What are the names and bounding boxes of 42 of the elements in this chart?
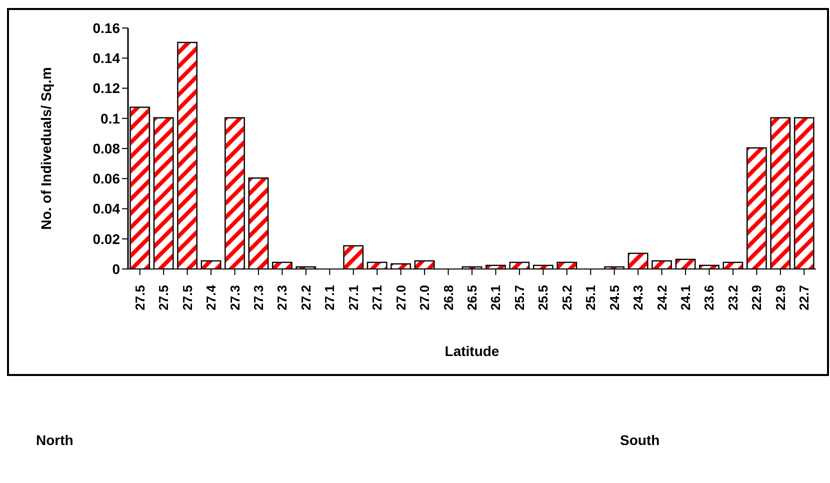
x-tick-label: 25.1 bbox=[583, 285, 598, 310]
x-tick-label: 24.2 bbox=[654, 285, 670, 310]
x-tick-label: 25.5 bbox=[536, 285, 551, 310]
y-tick-label: 0.14 bbox=[92, 50, 120, 66]
y-tick-label: 0.1 bbox=[100, 110, 120, 126]
x-tick-label: 27.3 bbox=[274, 285, 290, 310]
x-tick-label: 23.2 bbox=[725, 285, 740, 310]
y-tick-label: 0.06 bbox=[92, 170, 120, 187]
x-tick-label: 27.3 bbox=[250, 285, 266, 310]
x-tick-label: 25.7 bbox=[512, 285, 527, 310]
text: South bbox=[620, 432, 660, 448]
x-tick-label: 27.2 bbox=[298, 285, 314, 310]
x-tick-label: 22.9 bbox=[772, 285, 788, 310]
x-tick-label: 22.9 bbox=[749, 285, 764, 310]
x-tick-label: 27.4 bbox=[204, 284, 219, 310]
x-tick-label: 27.5 bbox=[180, 285, 195, 310]
x-tick-label: 27.3 bbox=[227, 285, 242, 310]
x-tick-label: 24.5 bbox=[606, 285, 622, 310]
y-tick-label: 0 bbox=[112, 260, 120, 277]
x-tick-label: 24.1 bbox=[678, 285, 694, 310]
x-tick-label: 26.5 bbox=[464, 285, 480, 310]
text: North bbox=[36, 432, 74, 448]
x-tick-label: 27.1 bbox=[322, 285, 338, 310]
x-tick-label: 27.5 bbox=[132, 285, 148, 310]
x-tick-label: 27.0 bbox=[417, 285, 432, 310]
x-tick-label: 26.8 bbox=[440, 285, 456, 310]
y-tick-label: 0.04 bbox=[92, 200, 120, 217]
y-axis-title: No. of Indiveduals/ Sq.m bbox=[38, 67, 54, 230]
x-tick-label: 27.0 bbox=[393, 285, 408, 310]
x-tick-label: 24.3 bbox=[630, 285, 646, 310]
x-tick-label: 27.5 bbox=[156, 285, 172, 310]
x-tick-label: 26.1 bbox=[488, 285, 504, 310]
x-axis-title: Latitude bbox=[444, 343, 500, 359]
x-tick-label: 27.1 bbox=[346, 285, 361, 310]
x-tick-label: 27.1 bbox=[370, 285, 385, 310]
y-tick-label: 0.08 bbox=[92, 140, 120, 156]
x-tick-label: 25.2 bbox=[559, 285, 574, 310]
x-tick-label: 22.7 bbox=[796, 285, 812, 310]
y-tick-label: 0.16 bbox=[92, 20, 120, 36]
y-tick-label: 0.12 bbox=[92, 80, 120, 96]
y-tick-label: 0.02 bbox=[92, 230, 120, 247]
x-tick-label: 23.6 bbox=[702, 285, 717, 310]
